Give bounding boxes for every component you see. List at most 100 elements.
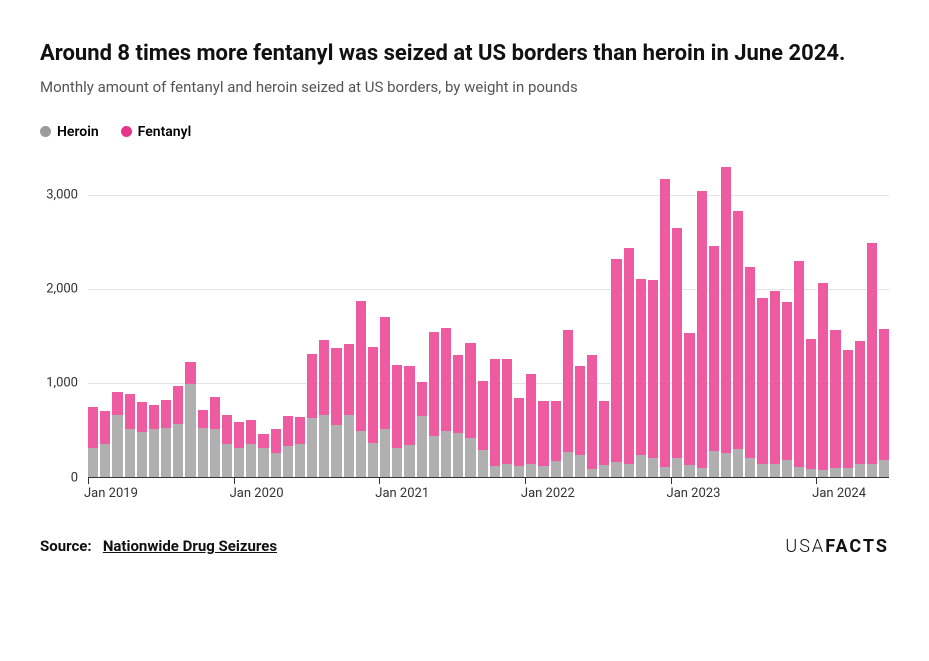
bar xyxy=(258,434,268,476)
bar xyxy=(648,280,658,477)
bar-segment-heroin xyxy=(757,464,767,476)
bar-segment-fentanyl xyxy=(830,330,840,468)
bar-segment-heroin xyxy=(478,450,488,476)
bar xyxy=(331,348,341,477)
bar-segment-heroin xyxy=(161,428,171,477)
bar xyxy=(465,343,475,477)
bar xyxy=(587,355,597,476)
bar xyxy=(210,397,220,477)
bar-segment-fentanyl xyxy=(125,394,135,430)
bar-segment-fentanyl xyxy=(307,354,317,418)
bar-segment-heroin xyxy=(624,464,634,476)
bar-segment-heroin xyxy=(453,433,463,476)
bar-segment-heroin xyxy=(721,453,731,477)
plot-area xyxy=(88,158,889,478)
bar xyxy=(818,283,828,477)
bar xyxy=(563,330,573,477)
bar-segment-heroin xyxy=(137,432,147,476)
legend: Heroin Fentanyl xyxy=(40,124,889,140)
bar xyxy=(611,259,621,476)
bar xyxy=(173,386,183,476)
bar xyxy=(684,333,694,476)
bar-segment-fentanyl xyxy=(563,330,573,452)
bar-segment-fentanyl xyxy=(112,392,122,416)
bar xyxy=(112,392,122,477)
brand-bold: FACTS xyxy=(825,536,889,557)
bar xyxy=(356,301,366,476)
bar-segment-heroin xyxy=(295,444,305,477)
bar-segment-heroin xyxy=(210,429,220,476)
bar-segment-heroin xyxy=(88,448,98,476)
bar xyxy=(368,347,378,477)
chart-area: 01,0002,0003,000 Jan 2019Jan 2020Jan 202… xyxy=(88,158,889,508)
brand-thin: USA xyxy=(785,536,825,557)
x-tick-mark xyxy=(671,478,672,484)
bar-segment-heroin xyxy=(782,460,792,477)
bar-segment-fentanyl xyxy=(210,397,220,430)
bar-segment-heroin xyxy=(173,424,183,477)
bar-segment-heroin xyxy=(404,445,414,476)
bar xyxy=(283,416,293,476)
bar-segment-heroin xyxy=(258,448,268,476)
bar xyxy=(830,330,840,477)
bar xyxy=(404,366,414,476)
x-tick-label: Jan 2019 xyxy=(84,486,138,501)
bar xyxy=(453,355,463,476)
bar-segment-heroin xyxy=(806,469,816,477)
y-axis: 01,0002,0003,000 xyxy=(40,158,88,478)
x-tick-label: Jan 2022 xyxy=(521,486,575,501)
source: Source: Nationwide Drug Seizures xyxy=(40,537,277,555)
bar-segment-heroin xyxy=(246,444,256,477)
bar-segment-heroin xyxy=(538,466,548,476)
bar-segment-fentanyl xyxy=(271,429,281,453)
bar-segment-fentanyl xyxy=(380,317,390,430)
bar-segment-fentanyl xyxy=(660,179,670,467)
bar-segment-fentanyl xyxy=(697,191,707,468)
bar xyxy=(709,246,719,477)
bar-segment-heroin xyxy=(149,429,159,476)
bar-segment-fentanyl xyxy=(246,420,256,444)
source-link[interactable]: Nationwide Drug Seizures xyxy=(103,537,277,555)
bar-segment-heroin xyxy=(112,415,122,476)
bar-segment-fentanyl xyxy=(198,410,208,428)
bar xyxy=(526,374,536,477)
bar-segment-fentanyl xyxy=(879,329,889,460)
bar-segment-fentanyl xyxy=(855,341,865,464)
bar xyxy=(538,401,548,476)
bar-segment-heroin xyxy=(380,429,390,476)
bar xyxy=(490,359,500,477)
bar xyxy=(745,267,755,477)
brand-logo: USAFACTS xyxy=(785,536,889,557)
legend-dot-fentanyl xyxy=(121,126,132,137)
bar xyxy=(271,429,281,476)
bar-segment-fentanyl xyxy=(453,355,463,433)
bar xyxy=(502,359,512,477)
x-axis: Jan 2019Jan 2020Jan 2021Jan 2022Jan 2023… xyxy=(88,478,889,508)
bar-segment-heroin xyxy=(392,448,402,476)
bar-segment-fentanyl xyxy=(441,328,451,432)
bar xyxy=(624,248,634,477)
bar-segment-fentanyl xyxy=(806,339,816,469)
bar-segment-fentanyl xyxy=(137,402,147,432)
footer: Source: Nationwide Drug Seizures USAFACT… xyxy=(40,536,889,557)
bar-segment-fentanyl xyxy=(161,400,171,427)
chart-subtitle: Monthly amount of fentanyl and heroin se… xyxy=(40,78,889,96)
bar xyxy=(149,405,159,477)
bar-segment-heroin xyxy=(587,469,597,477)
bar-segment-heroin xyxy=(100,444,110,477)
bar-segment-fentanyl xyxy=(599,401,609,465)
bar-segment-heroin xyxy=(125,429,135,476)
bar-segment-fentanyl xyxy=(794,261,804,467)
bar-segment-heroin xyxy=(733,449,743,476)
legend-label-heroin: Heroin xyxy=(57,124,99,140)
bar-segment-heroin xyxy=(648,458,658,477)
bar-segment-fentanyl xyxy=(526,374,536,464)
bar xyxy=(429,332,439,477)
bar-segment-fentanyl xyxy=(258,434,268,448)
bar xyxy=(392,365,402,476)
bar-segment-fentanyl xyxy=(222,415,232,443)
bar-segment-heroin xyxy=(770,464,780,476)
bar-segment-fentanyl xyxy=(100,411,110,444)
bar xyxy=(636,279,646,477)
bar-segment-fentanyl xyxy=(319,340,329,415)
